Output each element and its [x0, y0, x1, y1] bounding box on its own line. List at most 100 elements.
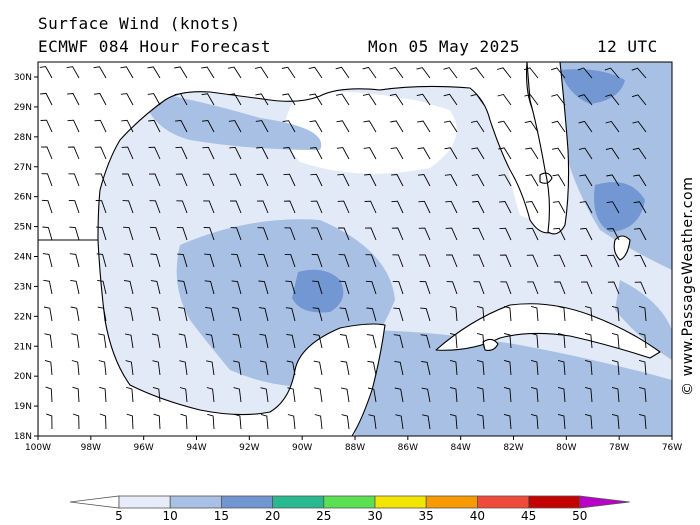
colorbar-swatch [323, 495, 376, 509]
wind-barb [476, 305, 485, 322]
wind-barb [254, 66, 269, 79]
wind-barb [605, 94, 620, 106]
wind-barb [366, 307, 377, 322]
wind-barb [605, 147, 620, 160]
wind-barb [71, 360, 80, 376]
wind-barb [230, 200, 242, 214]
lon-label: 98W [81, 443, 101, 453]
wind-barb [364, 200, 377, 214]
wind-barb [362, 93, 377, 106]
wind-barb [203, 227, 215, 241]
wind-barb [530, 386, 539, 403]
wind-barb [257, 227, 269, 241]
wind-barb [418, 227, 431, 241]
wind-barb [503, 359, 512, 376]
wind-barb [46, 413, 53, 430]
colorbar-high-arrow [579, 495, 630, 509]
wind-barb [256, 146, 269, 160]
lon-label: 96W [133, 443, 153, 453]
wind-barb [553, 254, 566, 268]
wind-barb [93, 93, 107, 106]
wind-barb [417, 174, 431, 187]
wind-barb [309, 147, 323, 160]
wind-barb [525, 147, 539, 160]
wind-barb [420, 334, 431, 349]
wind-barb [42, 253, 53, 268]
wind-barb [578, 120, 593, 133]
wind-barb [283, 200, 296, 214]
wind-barb [364, 173, 377, 187]
wind-barb [123, 226, 134, 241]
wind-barb [308, 66, 323, 79]
wind-barb [443, 67, 458, 79]
wind-barb [67, 119, 80, 133]
wind-barb [472, 227, 485, 241]
wind-barb [67, 93, 80, 106]
wind-barb [284, 227, 296, 241]
wind-barb [150, 280, 161, 295]
wind-barb [392, 280, 404, 295]
wind-barb [551, 120, 566, 133]
lon-label: 82W [503, 443, 523, 453]
wind-barb [420, 307, 431, 322]
wind-barb [313, 360, 323, 376]
wind-barb [151, 306, 161, 322]
wind-barb [175, 146, 188, 160]
wind-barb [605, 120, 620, 133]
wind-barb [337, 200, 350, 214]
wind-barb [368, 414, 377, 430]
wind-barb [338, 227, 350, 241]
wind-barb [70, 279, 80, 295]
colorbar-label: 40 [470, 509, 485, 523]
colorbar-swatch [118, 495, 171, 509]
wind-barb [147, 93, 161, 106]
wind-barb [631, 67, 647, 79]
wind-barb [122, 173, 134, 187]
forecast-date-label: Mon 05 May 2025 [368, 37, 520, 56]
wind-barb [233, 360, 242, 376]
florida-peninsula [526, 62, 570, 235]
lon-label: 90W [292, 443, 312, 453]
wind-barb [255, 120, 269, 133]
wind-barb [259, 333, 269, 349]
lon-label: 84W [450, 443, 470, 453]
wind-barb [42, 226, 53, 241]
wind-barb [339, 307, 350, 322]
wind-barb [204, 253, 215, 268]
wind-barb [611, 386, 620, 403]
wind-barb [634, 254, 647, 268]
wind-barb [394, 387, 404, 403]
wind-barb [68, 199, 80, 214]
wind-barb [471, 174, 485, 187]
wind-barb [120, 66, 134, 79]
wind-barb [417, 120, 431, 133]
colorbar-label: 50 [572, 509, 587, 523]
colorbar-label: 5 [115, 509, 123, 523]
wind-barb [550, 67, 566, 79]
wind-barb [362, 66, 377, 79]
wind-barb [473, 281, 485, 295]
lat-label: 22N [14, 312, 32, 322]
wind-barb [96, 226, 107, 241]
wind-barb [94, 119, 107, 133]
wind-barb [69, 226, 80, 241]
wind-barb [446, 254, 458, 268]
land-masses [38, 62, 661, 436]
wind-barb [418, 200, 431, 214]
lat-label: 26N [14, 193, 32, 203]
wind-barb [68, 173, 80, 187]
wind-barb [336, 120, 350, 133]
wind-barb [578, 94, 593, 106]
wind-barb [95, 173, 107, 187]
wind-barb [201, 93, 215, 106]
wind-barb [180, 413, 188, 430]
wind-barb [476, 386, 485, 403]
wind-barb [228, 93, 242, 106]
lat-label: 18N [14, 432, 32, 442]
wind-barb [523, 67, 539, 79]
wind-barb [126, 386, 134, 403]
wind-barb [340, 334, 350, 349]
wind-barb [391, 174, 404, 187]
wind-barb [175, 173, 188, 187]
wind-barb [552, 174, 566, 187]
